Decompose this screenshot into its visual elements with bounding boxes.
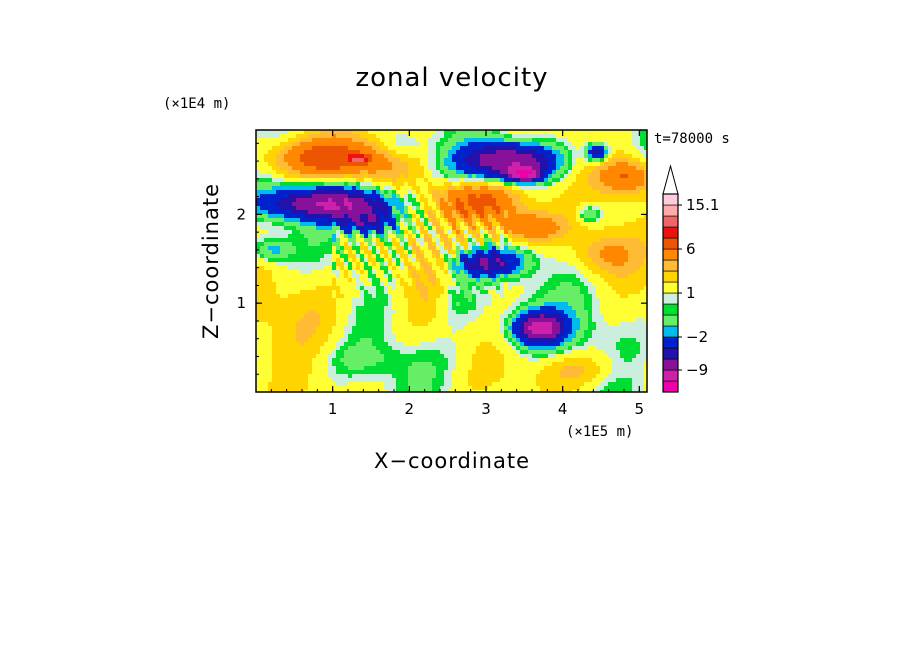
colorbar-segment xyxy=(662,303,679,316)
colorbar-segment xyxy=(662,292,679,305)
colorbar-segment xyxy=(662,325,679,338)
chart-title: zonal velocity xyxy=(355,63,548,93)
x-tick-label: 4 xyxy=(558,400,568,418)
y-tick-label: 1 xyxy=(236,294,246,312)
colorbar-tick-label: −9 xyxy=(686,361,708,379)
x-scale-label: (×1E5 m) xyxy=(566,424,633,440)
colorbar-segment xyxy=(662,314,679,327)
plot-frame xyxy=(255,129,648,393)
colorbar-segment xyxy=(662,259,679,272)
colorbar-segment xyxy=(662,193,679,206)
colorbar-segment xyxy=(662,270,679,283)
y-tick-label: 2 xyxy=(236,205,246,223)
colorbar-segment xyxy=(662,204,679,217)
x-tick-label: 2 xyxy=(405,400,415,418)
colorbar-segment xyxy=(662,248,679,261)
y-scale-label: (×1E4 m) xyxy=(163,96,230,112)
colorbar-tick-label: −2 xyxy=(686,328,708,346)
colorbar-segment xyxy=(662,215,679,228)
colorbar: 15.1 6 1 −2 −9 xyxy=(662,164,719,393)
colorbar-segment xyxy=(662,226,679,239)
y-axis-ticks: 12 xyxy=(236,142,647,375)
time-label: t=78000 s xyxy=(654,131,730,147)
x-axis-ticks: 1 2 3 4 5 xyxy=(270,130,645,418)
colorbar-segment xyxy=(662,347,679,360)
x-tick-label: 5 xyxy=(635,400,645,418)
colorbar-segment xyxy=(662,369,679,382)
y-axis-label: Z−coordinate xyxy=(199,183,223,339)
colorbar-overflow-arrow xyxy=(662,164,679,195)
colorbar-segment xyxy=(662,281,679,294)
velocity-field xyxy=(256,130,648,393)
colorbar-segment xyxy=(662,336,679,349)
x-tick-label: 1 xyxy=(328,400,338,418)
x-axis-label: X−coordinate xyxy=(374,449,530,473)
colorbar-tick-label: 6 xyxy=(686,240,696,258)
colorbar-segment xyxy=(662,358,679,371)
colorbar-segment xyxy=(662,380,679,393)
colorbar-segment xyxy=(662,237,679,250)
colorbar-tick-label: 1 xyxy=(686,284,696,302)
colorbar-tick-label: 15.1 xyxy=(686,196,719,214)
x-tick-label: 3 xyxy=(481,400,491,418)
